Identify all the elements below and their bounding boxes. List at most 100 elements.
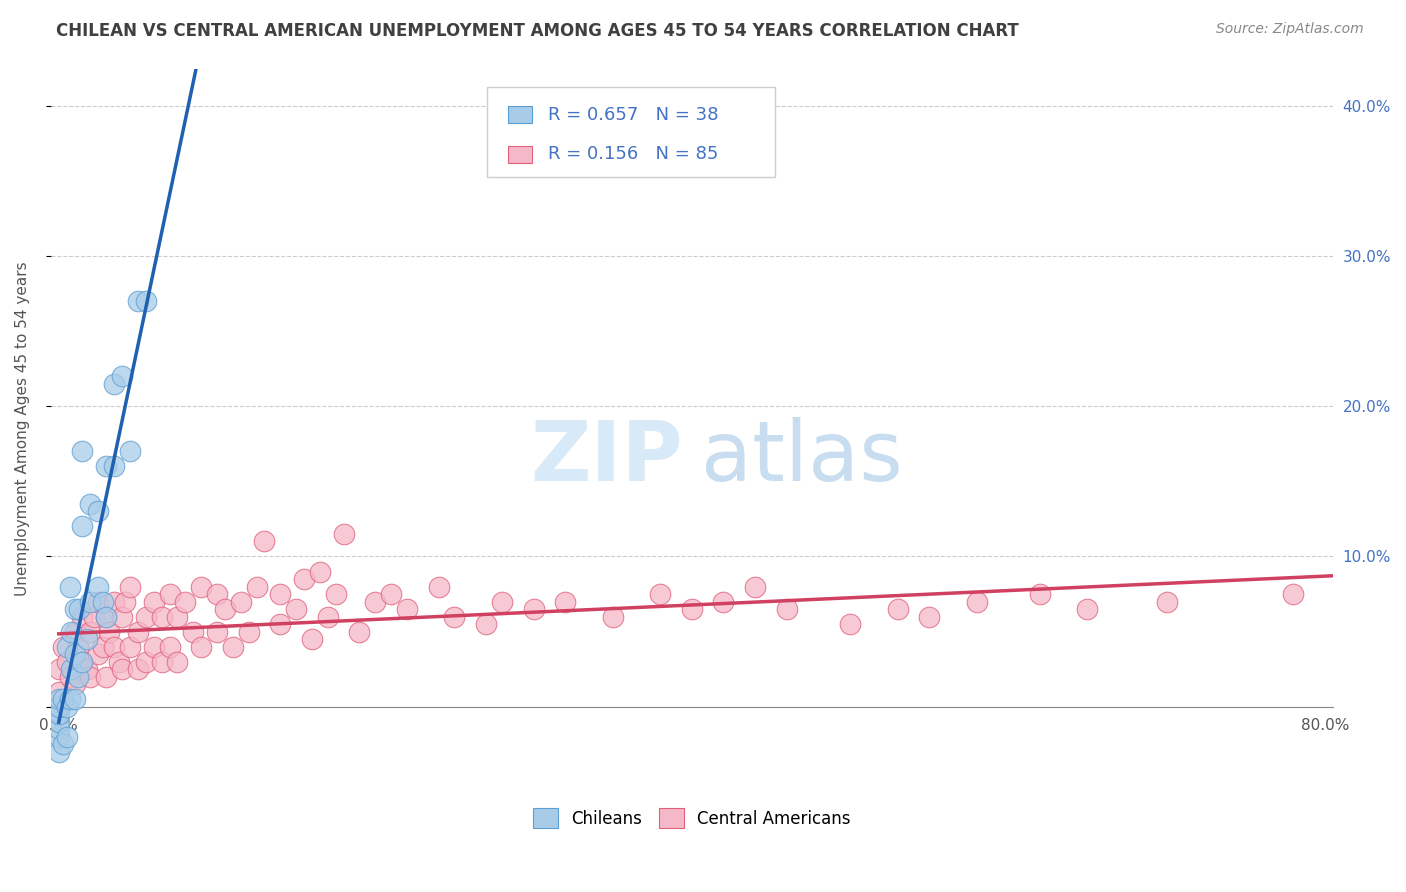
Text: R = 0.657   N = 38: R = 0.657 N = 38 bbox=[548, 105, 718, 124]
Point bbox=[87, 594, 110, 608]
Point bbox=[72, 655, 94, 669]
Point bbox=[87, 580, 110, 594]
Point bbox=[181, 624, 204, 639]
Point bbox=[135, 294, 157, 309]
Point bbox=[966, 594, 988, 608]
Point bbox=[79, 497, 101, 511]
Point bbox=[98, 624, 121, 639]
Point bbox=[127, 294, 149, 309]
Point bbox=[96, 609, 118, 624]
Point bbox=[166, 655, 188, 669]
Point bbox=[744, 580, 766, 594]
Point bbox=[301, 632, 323, 646]
Point bbox=[142, 640, 165, 654]
Point bbox=[1029, 587, 1052, 601]
Point bbox=[48, 699, 70, 714]
Point bbox=[364, 594, 387, 608]
Point bbox=[309, 565, 332, 579]
Point bbox=[174, 594, 197, 608]
Point bbox=[229, 594, 252, 608]
Point bbox=[60, 662, 83, 676]
Point bbox=[205, 587, 228, 601]
Point bbox=[269, 617, 291, 632]
Point bbox=[52, 692, 75, 706]
Point bbox=[59, 692, 82, 706]
Point bbox=[650, 587, 672, 601]
Point bbox=[776, 602, 799, 616]
Point bbox=[554, 594, 576, 608]
Point bbox=[55, 655, 77, 669]
Point bbox=[79, 594, 101, 608]
Point bbox=[166, 609, 188, 624]
Text: Source: ZipAtlas.com: Source: ZipAtlas.com bbox=[1216, 22, 1364, 37]
Point bbox=[48, 684, 70, 698]
Point bbox=[55, 730, 77, 744]
Point bbox=[159, 587, 181, 601]
Point bbox=[87, 647, 110, 661]
Point bbox=[395, 602, 418, 616]
Point bbox=[91, 640, 114, 654]
Point bbox=[48, 722, 70, 736]
Point bbox=[114, 594, 136, 608]
Point bbox=[83, 609, 105, 624]
Point bbox=[59, 670, 82, 684]
Point bbox=[76, 662, 98, 676]
Point bbox=[150, 609, 173, 624]
Y-axis label: Unemployment Among Ages 45 to 54 years: Unemployment Among Ages 45 to 54 years bbox=[15, 261, 30, 596]
Point bbox=[60, 624, 83, 639]
Point bbox=[96, 459, 118, 474]
Point bbox=[316, 609, 339, 624]
Point bbox=[72, 655, 94, 669]
Point bbox=[55, 699, 77, 714]
Point bbox=[118, 444, 141, 458]
Point bbox=[118, 640, 141, 654]
Point bbox=[475, 617, 498, 632]
Point bbox=[443, 609, 465, 624]
Point bbox=[238, 624, 260, 639]
FancyBboxPatch shape bbox=[509, 145, 533, 163]
Point bbox=[127, 624, 149, 639]
Point bbox=[1156, 594, 1178, 608]
Point bbox=[96, 670, 118, 684]
Point bbox=[253, 534, 276, 549]
Point bbox=[205, 624, 228, 639]
Point bbox=[918, 609, 941, 624]
FancyBboxPatch shape bbox=[509, 106, 533, 123]
Point bbox=[190, 580, 212, 594]
Point bbox=[491, 594, 513, 608]
Point bbox=[325, 587, 347, 601]
Point bbox=[108, 655, 131, 669]
Point bbox=[349, 624, 371, 639]
Point bbox=[63, 677, 86, 691]
Point bbox=[96, 609, 118, 624]
Point bbox=[135, 655, 157, 669]
Point bbox=[285, 602, 308, 616]
Point bbox=[332, 527, 354, 541]
Point bbox=[142, 594, 165, 608]
Point bbox=[79, 624, 101, 639]
FancyBboxPatch shape bbox=[486, 87, 775, 177]
Point bbox=[292, 572, 315, 586]
Point bbox=[380, 587, 402, 601]
Point bbox=[63, 692, 86, 706]
Point bbox=[103, 376, 125, 391]
Point bbox=[79, 670, 101, 684]
Point bbox=[48, 714, 70, 729]
Legend: Chileans, Central Americans: Chileans, Central Americans bbox=[526, 801, 858, 835]
Point bbox=[72, 444, 94, 458]
Point bbox=[522, 602, 544, 616]
Text: atlas: atlas bbox=[700, 417, 903, 499]
Point bbox=[159, 640, 181, 654]
Point bbox=[118, 580, 141, 594]
Point bbox=[427, 580, 450, 594]
Point bbox=[48, 730, 70, 744]
Point bbox=[48, 662, 70, 676]
Point bbox=[103, 459, 125, 474]
Point bbox=[48, 745, 70, 759]
Point bbox=[55, 640, 77, 654]
Point bbox=[59, 580, 82, 594]
Point bbox=[190, 640, 212, 654]
Text: CHILEAN VS CENTRAL AMERICAN UNEMPLOYMENT AMONG AGES 45 TO 54 YEARS CORRELATION C: CHILEAN VS CENTRAL AMERICAN UNEMPLOYMENT… bbox=[56, 22, 1019, 40]
Point bbox=[269, 587, 291, 601]
Point bbox=[66, 670, 89, 684]
